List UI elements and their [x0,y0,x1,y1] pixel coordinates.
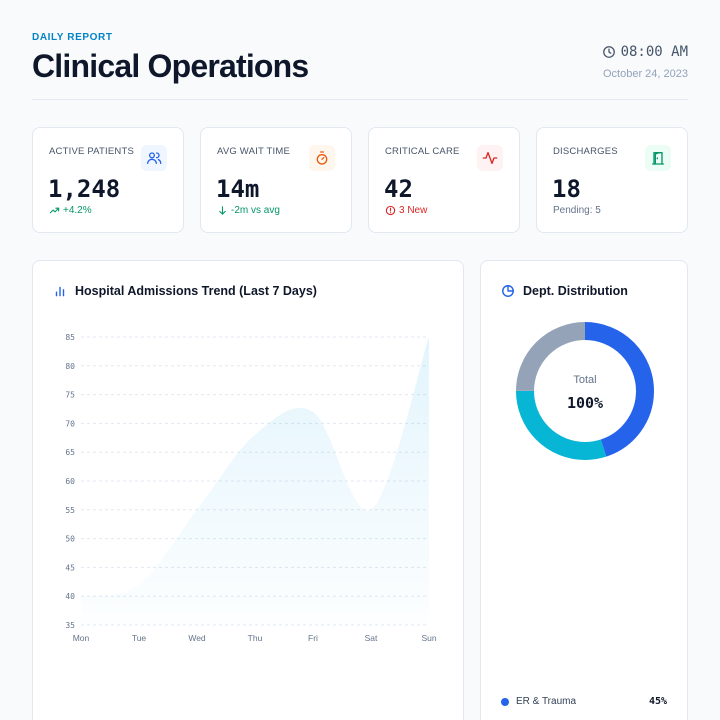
legend-label: ER & Trauma [516,696,577,707]
kpi-sub-text: -2m vs avg [231,205,280,216]
report-time: 08:00 AM [602,44,688,60]
y-tick-label: 65 [65,448,75,457]
kpi-trend: +4.2% [49,205,92,216]
legend-swatch [501,697,509,706]
users-icon [141,145,167,171]
y-tick-label: 80 [65,362,75,371]
distribution-title: Dept. Distribution [501,284,628,298]
kpi-sub-text: Pending: 5 [553,205,601,216]
kpi-label: CRITICAL CARE [385,146,460,157]
admissions-trend-panel: Hospital Admissions Trend (Last 7 Days) … [32,260,464,720]
report-date: October 24, 2023 [602,68,688,80]
kpi-card-avg-wait-time: AVG WAIT TIME 14m -2m vs avg [200,127,352,233]
donut-slice [516,322,654,460]
kpi-label: DISCHARGES [553,146,618,157]
y-tick-label: 70 [65,419,75,428]
kpi-trend: -2m vs avg [217,205,280,216]
y-tick-label: 60 [65,477,75,486]
y-tick-label: 55 [65,506,75,515]
x-tick-label: Thu [248,633,263,643]
x-tick-label: Fri [308,633,318,643]
kpi-value: 1,248 [48,175,121,203]
kpi-pending: Pending: 5 [553,205,601,216]
activity-icon [477,145,503,171]
donut-slice [516,322,654,460]
distribution-title-text: Dept. Distribution [523,284,628,298]
alert-circle-icon [385,205,396,216]
y-tick-label: 75 [65,391,75,400]
dept-donut-chart [516,322,654,460]
kpi-value: 14m [216,175,260,203]
y-tick-label: 50 [65,535,75,544]
admissions-area-chart: 35 40 45 50 55 60 65 70 75 80 85 Mon Tue Wed Thu Fri Sa… [65,333,436,643]
stopwatch-icon [309,145,335,171]
legend-item: ER & Trauma 45% [501,696,667,707]
donut-center-label: Total [573,374,597,386]
trend-title-text: Hospital Admissions Trend (Last 7 Days) [75,284,317,298]
admissions-area [81,337,429,625]
kpi-value: 18 [552,175,581,203]
x-tick-label: Sat [365,633,378,643]
page-header: DAILY REPORT Clinical Operations 08:00 A… [32,32,688,100]
x-tick-label: Wed [188,633,206,643]
arrow-down-icon [219,206,226,215]
page-title: Clinical Operations [32,48,309,84]
y-tick-label: 85 [65,333,75,342]
bar-chart-icon [55,286,65,297]
time-text: 08:00 AM [620,44,688,60]
kpi-label: AVG WAIT TIME [217,146,290,157]
kpi-value: 42 [384,175,413,203]
x-tick-label: Mon [73,633,90,643]
dept-distribution-panel: Dept. Distribution Total 100% ER & Traum… [480,260,688,720]
pie-chart-icon [502,285,514,297]
kpi-card-discharges: DISCHARGES 18 Pending: 5 [536,127,688,233]
y-tick-label: 40 [65,592,75,601]
y-tick-label: 45 [65,563,75,572]
y-tick-label: 35 [65,621,75,630]
report-eyebrow: DAILY REPORT [32,32,113,43]
legend-pct: 45% [648,696,667,707]
kpi-alert: 3 New [385,205,427,216]
donut-center-value: 100% [566,394,604,412]
kpi-sub-text: 3 New [399,205,428,216]
kpi-card-active-patients: ACTIVE PATIENTS 1,248 +4.2% [32,127,184,233]
trend-title: Hospital Admissions Trend (Last 7 Days) [53,284,317,298]
kpi-card-critical-care: CRITICAL CARE 42 3 New [368,127,520,233]
trend-up-icon [49,207,60,214]
clock-icon [602,46,615,58]
kpi-label: ACTIVE PATIENTS [49,146,134,157]
x-tick-label: Tue [132,633,147,643]
kpi-sub-text: +4.2% [63,205,92,216]
x-tick-label: Sun [421,633,436,643]
door-exit-icon [645,145,671,171]
